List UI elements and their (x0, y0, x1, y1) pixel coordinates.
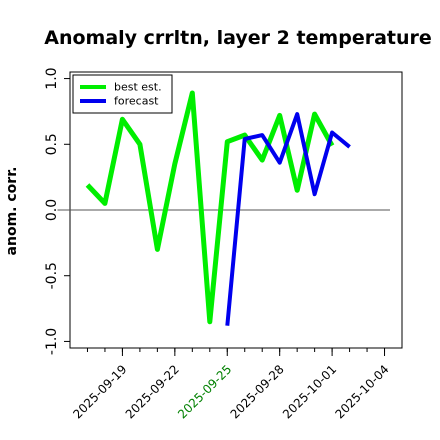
series-line-forecast (225, 112, 351, 326)
x-tick-label: 2025-10-04 (332, 362, 391, 421)
y-axis-label: anom. corr. (4, 167, 20, 256)
legend: best est.forecast (72, 74, 173, 114)
x-tick-label: 2025-09-19 (70, 362, 129, 421)
y-tick-label: 1.0 (44, 67, 60, 89)
series-layer (85, 90, 351, 326)
y-tick-label: -1.0 (44, 328, 60, 355)
x-tick-label: 2025-09-22 (123, 362, 182, 421)
legend-label: forecast (114, 95, 159, 108)
legend-label: best est. (114, 81, 162, 94)
y-axis: -1.0 -0.5 0.0 0.5 1.0 (44, 67, 70, 355)
series-line-best-estimate (85, 90, 335, 325)
y-tick-label: 0.0 (44, 199, 60, 221)
x-tick-label: 2025-09-28 (228, 362, 287, 421)
y-tick-label: 0.5 (44, 133, 60, 155)
x-tick-label: 2025-10-01 (280, 362, 339, 421)
chart-title: Anomaly crrltn, layer 2 temperature (44, 27, 432, 49)
y-tick-label: -0.5 (44, 262, 60, 289)
legend-box (72, 74, 173, 114)
x-axis: 2025-09-192025-09-222025-09-252025-09-28… (70, 347, 392, 421)
x-tick-label: 2025-09-25 (175, 362, 234, 421)
